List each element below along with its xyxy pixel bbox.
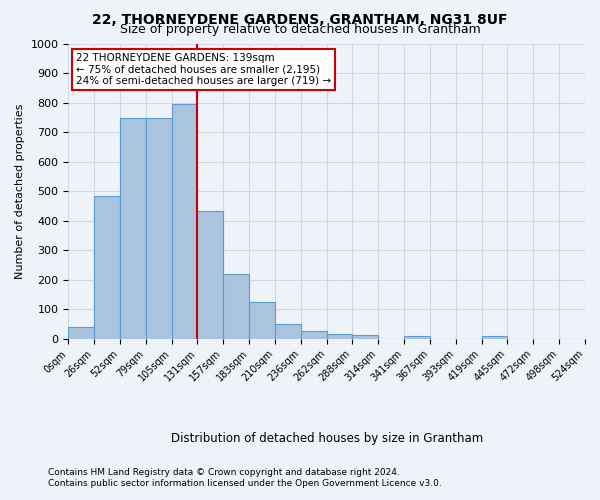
Bar bbox=[482, 336, 508, 339]
Bar bbox=[94, 196, 120, 339]
Bar bbox=[352, 335, 379, 339]
Bar bbox=[275, 324, 301, 339]
Bar bbox=[68, 327, 94, 339]
Bar bbox=[146, 118, 172, 339]
Text: 22, THORNEYDENE GARDENS, GRANTHAM, NG31 8UF: 22, THORNEYDENE GARDENS, GRANTHAM, NG31 … bbox=[92, 12, 508, 26]
Text: 22 THORNEYDENE GARDENS: 139sqm
← 75% of detached houses are smaller (2,195)
24% : 22 THORNEYDENE GARDENS: 139sqm ← 75% of … bbox=[76, 53, 331, 86]
Bar bbox=[223, 274, 249, 339]
Text: Contains HM Land Registry data © Crown copyright and database right 2024.
Contai: Contains HM Land Registry data © Crown c… bbox=[48, 468, 442, 487]
Bar bbox=[120, 118, 146, 339]
Bar bbox=[326, 334, 352, 339]
Bar bbox=[197, 210, 223, 339]
Bar bbox=[172, 104, 197, 339]
Y-axis label: Number of detached properties: Number of detached properties bbox=[15, 104, 25, 279]
Bar bbox=[301, 332, 326, 339]
Bar bbox=[404, 336, 430, 339]
X-axis label: Distribution of detached houses by size in Grantham: Distribution of detached houses by size … bbox=[170, 432, 483, 445]
Bar bbox=[249, 302, 275, 339]
Text: Size of property relative to detached houses in Grantham: Size of property relative to detached ho… bbox=[119, 22, 481, 36]
